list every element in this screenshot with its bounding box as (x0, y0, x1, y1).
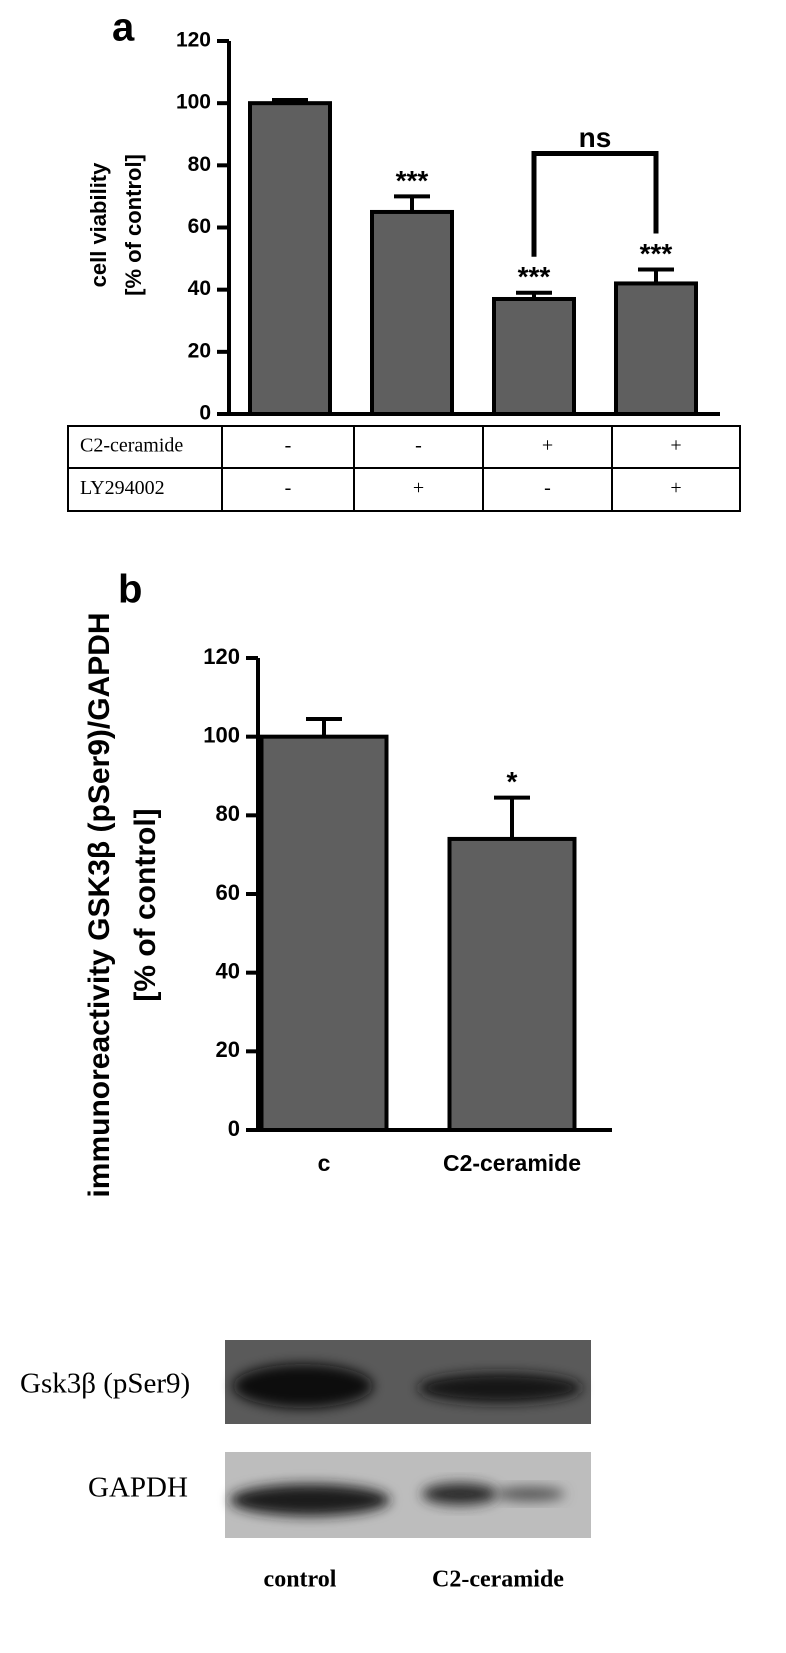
blot-lane-label: control (264, 1567, 337, 1593)
bar (447, 836, 577, 1133)
y-axis-label: cell viability (86, 162, 111, 287)
table-cell: + (670, 435, 681, 457)
y-axis-label: [% of control] (129, 808, 162, 1001)
y-tick-label: 100 (203, 722, 240, 747)
error-bar (516, 290, 552, 299)
x-tick-label: c (318, 1150, 331, 1176)
blot-row-label: Gsk3β (pSer9) (20, 1368, 190, 1400)
y-tick-label: 120 (176, 29, 211, 52)
significance-label: * (507, 766, 518, 797)
y-tick-label: 0 (199, 402, 211, 425)
error-bar (272, 98, 308, 104)
x-tick-label: C2-ceramide (443, 1150, 581, 1176)
table-row-label: LY294002 (80, 477, 165, 499)
error-bar (638, 267, 674, 284)
bar (370, 209, 454, 416)
error-bar (494, 795, 530, 839)
bar (259, 734, 389, 1133)
error-bar (394, 194, 430, 212)
blot-band (422, 1483, 498, 1505)
y-tick-label: 0 (228, 1116, 240, 1141)
y-tick-label: 20 (188, 339, 211, 362)
bar (248, 101, 332, 417)
table-cell: - (415, 435, 422, 457)
y-axis-label: [% of control] (121, 154, 146, 296)
blot-band (418, 1373, 582, 1403)
y-tick-label: 80 (188, 153, 211, 176)
error-bar (306, 716, 342, 737)
significance-label: *** (396, 165, 429, 196)
y-tick-label: 120 (203, 644, 240, 669)
bar (492, 296, 576, 416)
table-row-label: C2-ceramide (80, 435, 183, 457)
y-axis-label: immunoreactivity GSK3β (pSer9)/GAPDH (83, 612, 116, 1197)
y-tick-label: 60 (216, 880, 240, 905)
significance-label: *** (518, 261, 551, 292)
table-cell: - (285, 435, 292, 457)
table-cell: + (670, 477, 681, 499)
blot-lane-label: C2-ceramide (432, 1567, 564, 1593)
blot-band (495, 1487, 565, 1501)
panel-label: a (112, 6, 135, 50)
table-cell: - (285, 477, 292, 499)
y-tick-label: 60 (188, 215, 211, 238)
panel-label: b (118, 568, 142, 612)
y-tick-label: 80 (216, 801, 240, 826)
blot-row-label: GAPDH (88, 1472, 188, 1504)
y-tick-label: 20 (216, 1037, 240, 1062)
table-cell: + (413, 477, 424, 499)
blot-band (233, 1364, 373, 1408)
bar (614, 281, 698, 417)
y-tick-label: 40 (216, 958, 240, 983)
significance-label: ns (579, 122, 612, 153)
y-tick-label: 100 (176, 91, 211, 114)
table-cell: + (542, 435, 553, 457)
significance-bracket (531, 150, 659, 257)
blot-band (230, 1484, 390, 1516)
significance-label: *** (640, 238, 673, 269)
y-tick-label: 40 (188, 277, 211, 300)
table-cell: - (544, 477, 551, 499)
